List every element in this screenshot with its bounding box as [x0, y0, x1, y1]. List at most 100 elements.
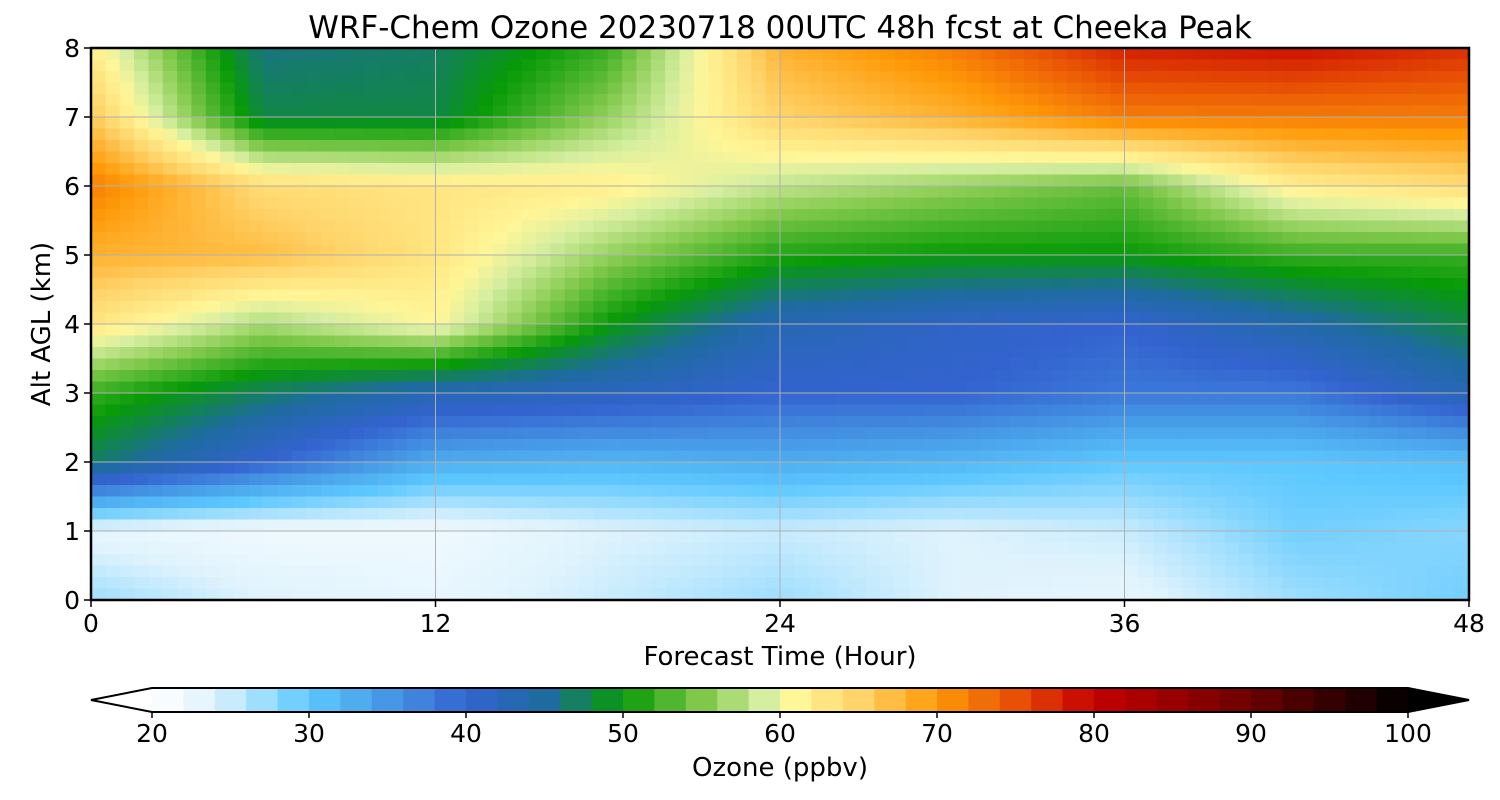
heatmap-cell [1024, 255, 1039, 268]
heatmap-cell [866, 312, 882, 325]
heatmap-cell [622, 151, 638, 164]
heatmap-cell [162, 347, 178, 360]
heatmap-cell [980, 439, 996, 452]
heatmap-cell [191, 473, 207, 486]
heatmap-cell [177, 82, 193, 95]
heatmap-cell [966, 347, 982, 360]
heatmap-cell [636, 163, 652, 176]
heatmap-cell [507, 48, 523, 61]
heatmap-cell [1253, 151, 1269, 164]
heatmap-cell [1454, 105, 1469, 118]
heatmap-cell [1440, 71, 1456, 84]
heatmap-cell [162, 163, 178, 176]
heatmap-cell [995, 220, 1011, 233]
heatmap-cell [593, 358, 609, 371]
heatmap-cell [679, 404, 695, 417]
heatmap-cell [248, 163, 264, 176]
heatmap-cell [1167, 209, 1183, 222]
heatmap-cell [708, 197, 724, 210]
heatmap-cell [679, 439, 695, 452]
heatmap-cell [952, 220, 968, 233]
heatmap-cell [650, 462, 666, 475]
colorbar-segment [623, 688, 655, 712]
heatmap-cell [1138, 508, 1154, 521]
heatmap-cell [1397, 220, 1413, 233]
heatmap-cell [1153, 197, 1169, 210]
heatmap-cell [492, 94, 508, 107]
heatmap-cell [1038, 542, 1054, 555]
heatmap-cell [1440, 324, 1456, 337]
heatmap-cell [148, 450, 164, 463]
heatmap-cell [665, 531, 681, 544]
heatmap-cell [1268, 439, 1283, 452]
heatmap-cell [507, 94, 523, 107]
heatmap-cell [1052, 48, 1068, 61]
heatmap-cell [1052, 105, 1068, 118]
heatmap-cell [693, 370, 709, 383]
heatmap-cell [1339, 140, 1355, 153]
heatmap-cell [622, 565, 638, 578]
heatmap-cell [191, 370, 207, 383]
heatmap-cell [966, 220, 982, 233]
heatmap-cell [1296, 416, 1312, 429]
heatmap-cell [1454, 255, 1469, 268]
heatmap-cell [708, 496, 724, 509]
heatmap-cell [1239, 266, 1255, 279]
colorbar-segment [497, 688, 530, 712]
heatmap-cell [349, 59, 365, 72]
heatmap-cell [1339, 335, 1355, 348]
heatmap-cell [148, 416, 164, 429]
heatmap-cell [894, 255, 910, 268]
heatmap-cell [1124, 140, 1140, 153]
heatmap-cell [1081, 577, 1097, 590]
heatmap-cell [866, 496, 882, 509]
heatmap-cell [148, 163, 164, 176]
heatmap-cell [894, 370, 910, 383]
heatmap-cell [1038, 496, 1054, 509]
heatmap-cell [134, 117, 150, 130]
heatmap-cell [995, 554, 1011, 567]
chart-title: WRF-Chem Ozone 20230718 00UTC 48h fcst a… [308, 10, 1252, 46]
heatmap-cell [636, 48, 652, 61]
heatmap-cell [1167, 186, 1183, 199]
heatmap-cell [909, 485, 925, 498]
heatmap-cell [1368, 554, 1384, 567]
heatmap-cell [1397, 117, 1413, 130]
heatmap-cell [952, 209, 968, 222]
colorbar-segment [183, 688, 216, 712]
heatmap-cell [1024, 450, 1039, 463]
heatmap-cell [1425, 439, 1441, 452]
heatmap-cell [1311, 370, 1327, 383]
heatmap-cell [1124, 404, 1140, 417]
heatmap-cell [866, 48, 882, 61]
heatmap-cell [937, 312, 953, 325]
heatmap-cell [1153, 59, 1169, 72]
colorbar-segment [434, 688, 467, 712]
heatmap-cell [105, 255, 121, 268]
heatmap-cell [1138, 312, 1154, 325]
heatmap-cell [162, 531, 178, 544]
heatmap-cell [1153, 577, 1169, 590]
heatmap-cell [464, 347, 480, 360]
heatmap-cell [1339, 301, 1355, 314]
heatmap-cell [406, 289, 422, 302]
heatmap-cell [1138, 519, 1154, 532]
heatmap-cell [679, 59, 695, 72]
heatmap-cell [736, 140, 752, 153]
heatmap-cell [91, 542, 106, 555]
heatmap-cell [449, 565, 465, 578]
heatmap-cell [1325, 266, 1341, 279]
heatmap-cell [722, 59, 738, 72]
heatmap-cell [464, 186, 480, 199]
heatmap-cell [1325, 531, 1341, 544]
heatmap-cell [248, 105, 264, 118]
y-tick-label: 5 [64, 241, 80, 270]
heatmap-cell [1382, 312, 1398, 325]
heatmap-cell [1110, 565, 1126, 578]
heatmap-cell [492, 278, 508, 291]
heatmap-cell [765, 186, 781, 199]
heatmap-cell [521, 301, 537, 314]
heatmap-cell [392, 174, 408, 187]
heatmap-cell [1440, 381, 1456, 394]
heatmap-cell [1311, 301, 1327, 314]
